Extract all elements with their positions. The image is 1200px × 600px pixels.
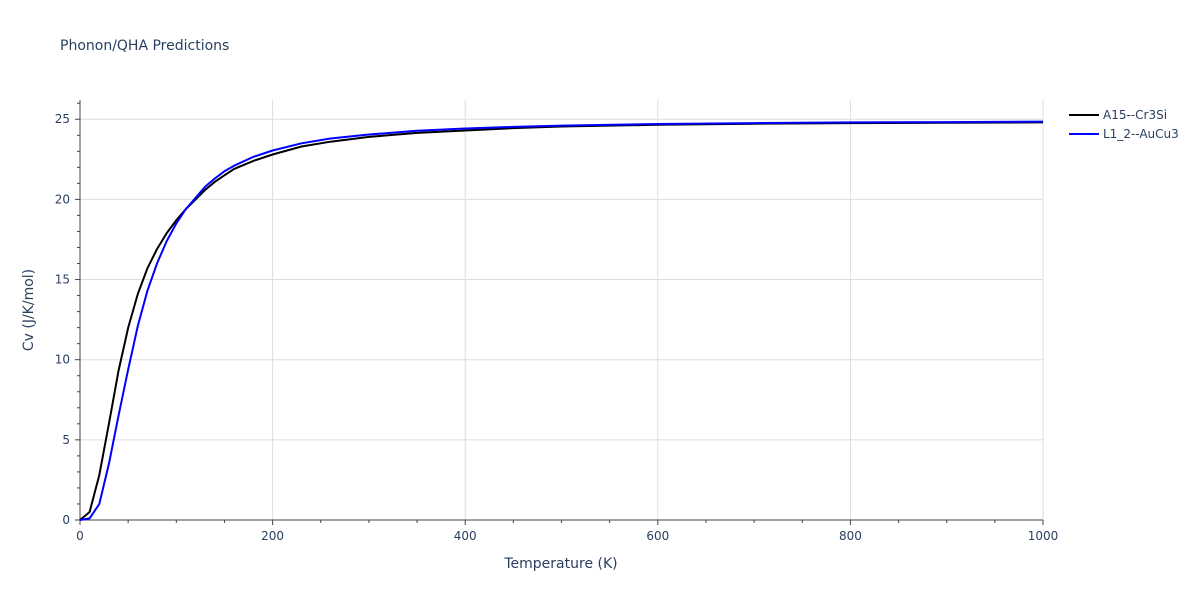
y-tick-label: 15	[55, 273, 70, 287]
series-line-1	[79, 121, 1044, 521]
y-tick-label: 0	[62, 513, 70, 527]
y-tick-label: 25	[55, 112, 70, 126]
x-tick-label: 0	[76, 529, 84, 543]
x-tick-label: 400	[454, 529, 477, 543]
legend: A15--Cr3Si L1_2--AuCu3	[1069, 108, 1179, 141]
x-tick-label: 1000	[1028, 529, 1059, 543]
chart-title: Phonon/QHA Predictions	[60, 38, 229, 54]
legend-label: A15--Cr3Si	[1103, 108, 1167, 122]
series-line-2	[79, 120, 1044, 521]
plot-area	[79, 120, 1044, 521]
axes: 0 200 400 600 800 1000 0 5 10 15 20 25	[55, 100, 1059, 543]
x-axis-title: Temperature (K)	[503, 556, 617, 572]
legend-label: L1_2--AuCu3	[1103, 127, 1179, 141]
x-tick-label: 600	[646, 529, 669, 543]
y-tick-label: 10	[55, 353, 70, 367]
x-tick-label: 800	[839, 529, 862, 543]
y-tick-label: 5	[62, 433, 70, 447]
x-tick-label: 200	[261, 529, 284, 543]
grid	[80, 100, 1044, 520]
y-tick-label: 20	[55, 192, 70, 206]
y-axis-title: Cv (J/K/mol)	[21, 269, 37, 351]
